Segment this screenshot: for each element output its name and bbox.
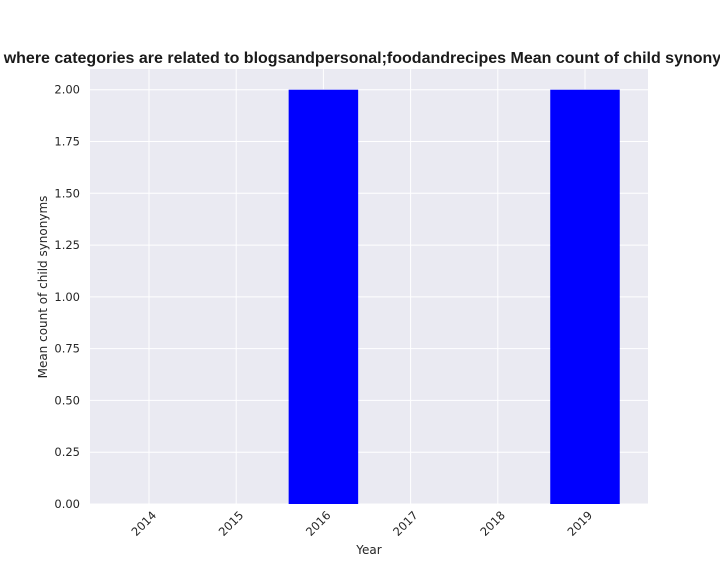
y-tick-label: 0.75 [54, 342, 80, 356]
y-tick-label: 1.00 [54, 290, 80, 304]
bar-2016 [288, 89, 359, 504]
x-tick-label: 2017 [390, 508, 421, 539]
x-tick-label: 2016 [303, 508, 334, 539]
bar-2019 [550, 89, 620, 504]
y-tick-label: 1.50 [54, 186, 80, 200]
y-tick-label: 0.50 [54, 393, 80, 407]
y-tick-label: 0.00 [54, 497, 80, 511]
chart-title: Percentage of sites where categories are… [0, 50, 720, 67]
x-tick-label: 2015 [216, 508, 247, 539]
bars [288, 89, 620, 504]
y-tick-label: 0.25 [54, 445, 80, 459]
x-tick-label: 2018 [477, 508, 508, 539]
x-axis-ticks: 2014 2015 2016 2017 2018 2019 [129, 508, 596, 539]
x-axis-label: Year [355, 543, 381, 557]
x-tick-label: 2019 [565, 508, 596, 539]
y-tick-label: 1.25 [54, 238, 80, 252]
x-tick-label: 2014 [129, 508, 160, 539]
y-tick-label: 2.00 [54, 83, 80, 97]
y-axis-ticks: 0.00 0.25 0.50 0.75 1.00 1.25 1.50 1.75 2.00 [54, 83, 80, 511]
y-tick-label: 1.75 [54, 135, 80, 149]
y-axis-label: Mean count of child synonyms [36, 196, 50, 379]
